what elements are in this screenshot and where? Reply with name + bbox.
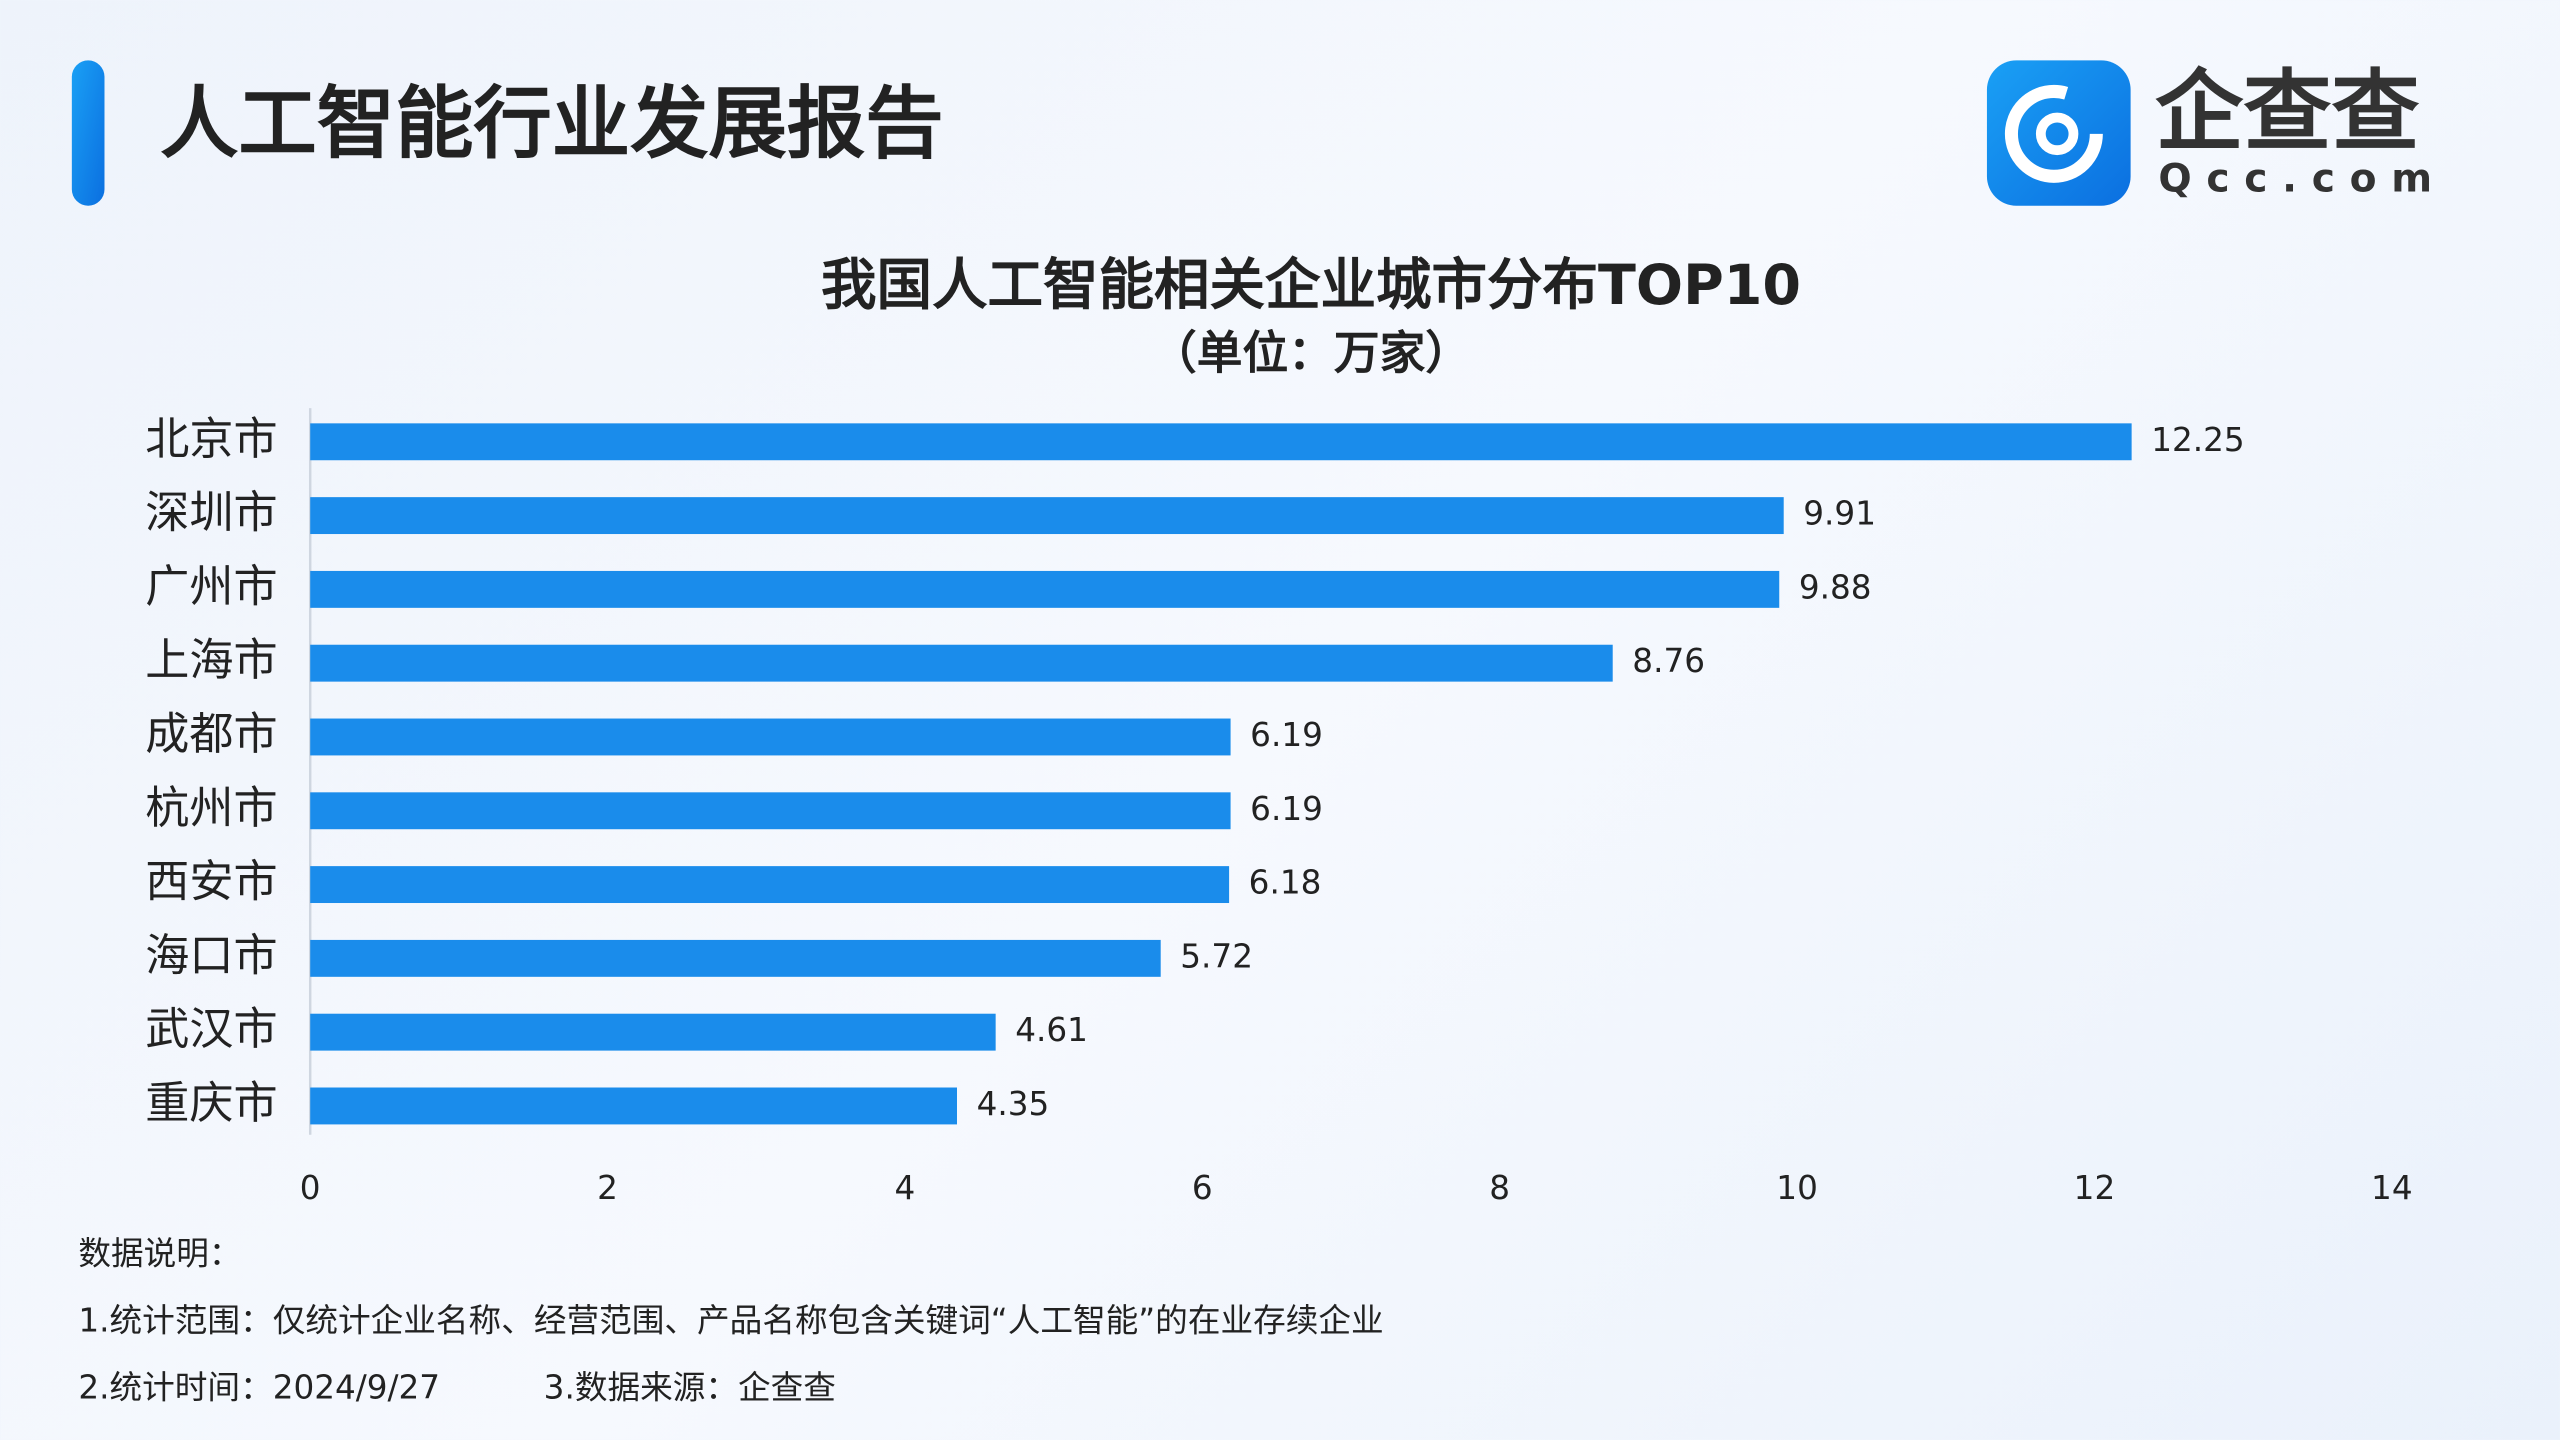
bar xyxy=(310,570,1780,608)
y-tick-label: 成都市 xyxy=(145,709,277,760)
bar xyxy=(310,644,1613,682)
bar xyxy=(310,497,1784,535)
bar xyxy=(310,718,1231,756)
chart-title: 我国人工智能相关企业城市分布TOP10 xyxy=(821,253,1801,318)
x-tick-label: 4 xyxy=(895,1169,916,1207)
logo-subtext: Qcc.com xyxy=(2158,157,2446,202)
y-tick-label: 杭州市 xyxy=(145,783,277,834)
y-tick-label: 北京市 xyxy=(145,414,277,465)
logo-text: 企查查 xyxy=(2155,60,2419,163)
notes-scope: 1.统计范围：仅统计企业名称、经营范围、产品名称包含关键词“人工智能”的在业存续… xyxy=(78,1301,1383,1339)
x-tick-label: 2 xyxy=(597,1169,618,1207)
value-label: 6.19 xyxy=(1250,790,1323,828)
y-tick-label: 海口市 xyxy=(145,930,277,981)
value-label: 9.88 xyxy=(1799,568,1872,606)
y-tick-label: 重庆市 xyxy=(145,1078,277,1129)
bar xyxy=(310,423,2132,461)
value-label: 6.18 xyxy=(1249,864,1322,902)
x-tick-label: 6 xyxy=(1192,1169,1213,1207)
notes-source: 3.数据来源：企查查 xyxy=(544,1368,836,1406)
value-label: 9.91 xyxy=(1803,495,1876,533)
bar xyxy=(310,939,1161,977)
value-label: 5.72 xyxy=(1180,937,1253,975)
bar xyxy=(310,1013,996,1051)
value-label: 4.61 xyxy=(1015,1011,1088,1049)
logo-dot xyxy=(2035,112,2079,156)
y-tick-label: 深圳市 xyxy=(145,488,277,539)
title-accent xyxy=(71,60,105,206)
bar xyxy=(310,866,1230,904)
y-tick-label: 广州市 xyxy=(145,561,277,612)
y-tick-label: 西安市 xyxy=(145,857,277,908)
x-tick-label: 10 xyxy=(1776,1169,1818,1207)
notes-heading: 数据说明： xyxy=(78,1235,241,1273)
notes-time: 2.统计时间：2024/9/27 xyxy=(78,1368,440,1406)
y-tick-label: 武汉市 xyxy=(145,1004,277,1055)
value-label: 4.35 xyxy=(977,1085,1050,1123)
logo-ring xyxy=(2004,84,2103,183)
chart-subtitle: （单位：万家） xyxy=(1151,326,1471,379)
x-tick-label: 0 xyxy=(300,1169,321,1207)
value-label: 12.25 xyxy=(2151,421,2244,459)
value-label: 8.76 xyxy=(1632,642,1705,680)
value-label: 6.19 xyxy=(1250,716,1323,754)
page-title: 人工智能行业发展报告 xyxy=(160,78,944,169)
x-tick-label: 8 xyxy=(1489,1169,1510,1207)
bar xyxy=(310,792,1231,830)
y-tick-label: 上海市 xyxy=(145,635,277,686)
x-tick-label: 14 xyxy=(2371,1169,2413,1207)
bar xyxy=(310,1087,957,1125)
x-tick-label: 12 xyxy=(2074,1169,2116,1207)
